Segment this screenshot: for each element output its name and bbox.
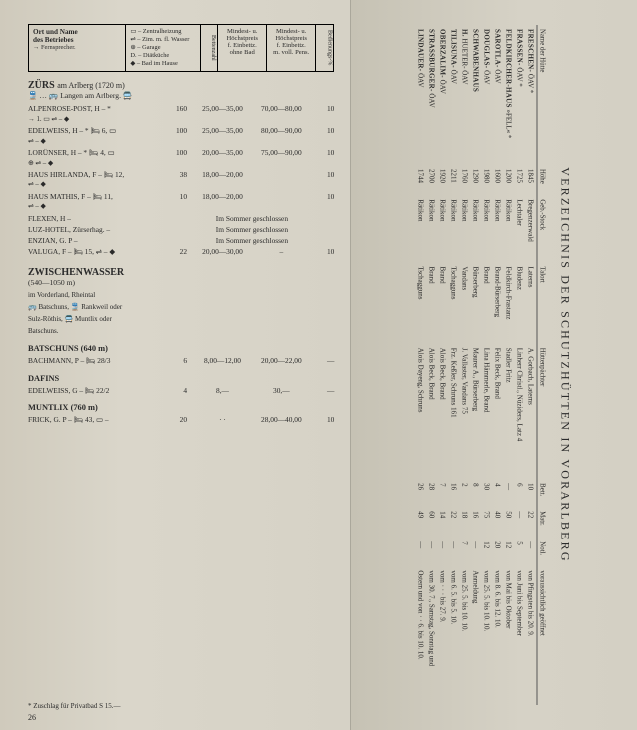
footnote: * Zuschlag für Privatbad S 15.— <box>28 702 121 710</box>
hdr-preis2: Mindest- u. Höchstpreis f. Einbettz. m. … <box>267 25 316 71</box>
hdr-bedienung: Bedienungs-% <box>316 25 333 71</box>
hdr-legend: ▭ – Zentralheizung ⇌ – Zim. m. fl. Wasse… <box>126 25 201 71</box>
hut-row: H. HUETER- ÖAV1760RätikonVandansJ. Valla… <box>460 25 471 705</box>
entry-row: BACHMANN, P – 🛏 28/368,00—12,0020,00—22,… <box>28 356 334 366</box>
left-page: Ort und Name des Betriebes → Fernspreche… <box>0 0 350 730</box>
hut-row: FRESCHEN- ÖAV *1845BregenzerwaldLaternsA… <box>526 25 538 705</box>
hdr-betten: Bettenzahl <box>201 25 218 71</box>
hut-row: STRASSBURGER- ÖAV2700RätikonBrandAlois B… <box>427 25 438 705</box>
hut-row: FRASSEN- ÖAV *1725LechtalerBludenzLinher… <box>515 25 526 705</box>
hdr-preis1: Mindest- u. Höchstpreis f. Einbettz. ohn… <box>218 25 267 71</box>
subgroup-head: BATSCHUNS (640 m) <box>28 344 334 353</box>
schutzhutten-title: VERZEICHNIS DER SCHUTZHÜTTEN IN VORARLBE… <box>558 25 573 705</box>
zw-title: ZWISCHENWASSER <box>28 267 334 278</box>
hdr-ort: Ort und Name <box>33 28 78 36</box>
entry-row: LUZ-HOTEL, Zürserhag. –Im Sommer geschlo… <box>28 225 334 235</box>
table-header: Ort und Name des Betriebes → Fernspreche… <box>28 24 334 72</box>
subgroup-head: MUNTLIX (760 m) <box>28 403 334 412</box>
entry-row: HAUS MATHIS, F – 🛏 11,⇌ – ◆1018,00—20,00… <box>28 192 334 212</box>
hdr-betrieb: des Betriebes <box>33 36 74 44</box>
entry-row: EDELWEISS, H – * 🛏 6, ▭⇌ – ◆10025,00—35,… <box>28 126 334 146</box>
zurs-alt: am Arlberg (1720 m) <box>57 81 125 90</box>
section-zwischen: ZWISCHENWASSER (540—1050 m) im Vorderlan… <box>28 267 334 425</box>
entry-row: HAUS HIRLANDA, F – 🛏 12,⇌ – ◆3818,00—20,… <box>28 170 334 190</box>
entry-row: FLEXEN, H –Im Sommer geschlossen <box>28 214 334 224</box>
entry-row: VALUGA, F – 🛏 15, ⇌ – ◆2220,00—30,00–10 <box>28 247 334 257</box>
right-page: VERZEICHNIS DER SCHUTZHÜTTEN IN VORARLBE… <box>350 0 637 730</box>
entry-row: ALPENROSE-POST, H – *→ 1. ▭ ⇌ – ◆16025,0… <box>28 104 334 124</box>
entry-row: LORÜNSER, H – * 🛏 4, ▭⊕ ⇌ – ◆10020,00—35… <box>28 148 334 168</box>
hut-row: FELDKIRCHER-HAUS »FELL« *1200RätikonFeld… <box>504 25 515 705</box>
zw-alt: (540—1050 m) <box>28 278 334 287</box>
entry-row: EDELWEISS, G – 🛏 22/248,—30,—— <box>28 386 334 396</box>
hut-row: SAROTLA- ÖAV1600RätikonBrand-BürserbergF… <box>493 25 504 705</box>
hut-row: SCHWABENHAUS 1290RätikonBürserbergMaurer… <box>471 25 482 705</box>
subgroup-head: DAFINS <box>28 374 334 383</box>
page-number: 26 <box>28 713 36 722</box>
section-zurs: ZÜRS am Arlberg (1720 m) 🚆 … 🚌 Langen am… <box>28 80 334 257</box>
entry-row: FRICK, G. P – 🛏 43, ▭ –20· ·28,00—40,001… <box>28 415 334 425</box>
hut-row: OBERZALIM- ÖAV1920RätikonBrandAlois Beck… <box>438 25 449 705</box>
hut-row: TILISUNA- ÖAV2211RätikonTschaggunsFrz. K… <box>449 25 460 705</box>
schutzhutten-table: Name der HütteHöheGeb.-StockTalortHütten… <box>416 25 548 705</box>
zurs-sub: 🚆 … 🚌 Langen am Arlberg. 🚍 <box>28 91 334 100</box>
entry-row: ENZIAN, G. P –Im Sommer geschlossen <box>28 236 334 246</box>
hdr-fernspr: → Fernsprecher. <box>33 44 121 51</box>
hut-row: DOUGLAS- ÖAV1980RätikonBrandLina Hämmerl… <box>482 25 493 705</box>
hut-row: LINDAUER- ÖAV1744RätikonTschaggunsAlois … <box>416 25 427 705</box>
zurs-title: ZÜRS <box>28 80 55 91</box>
